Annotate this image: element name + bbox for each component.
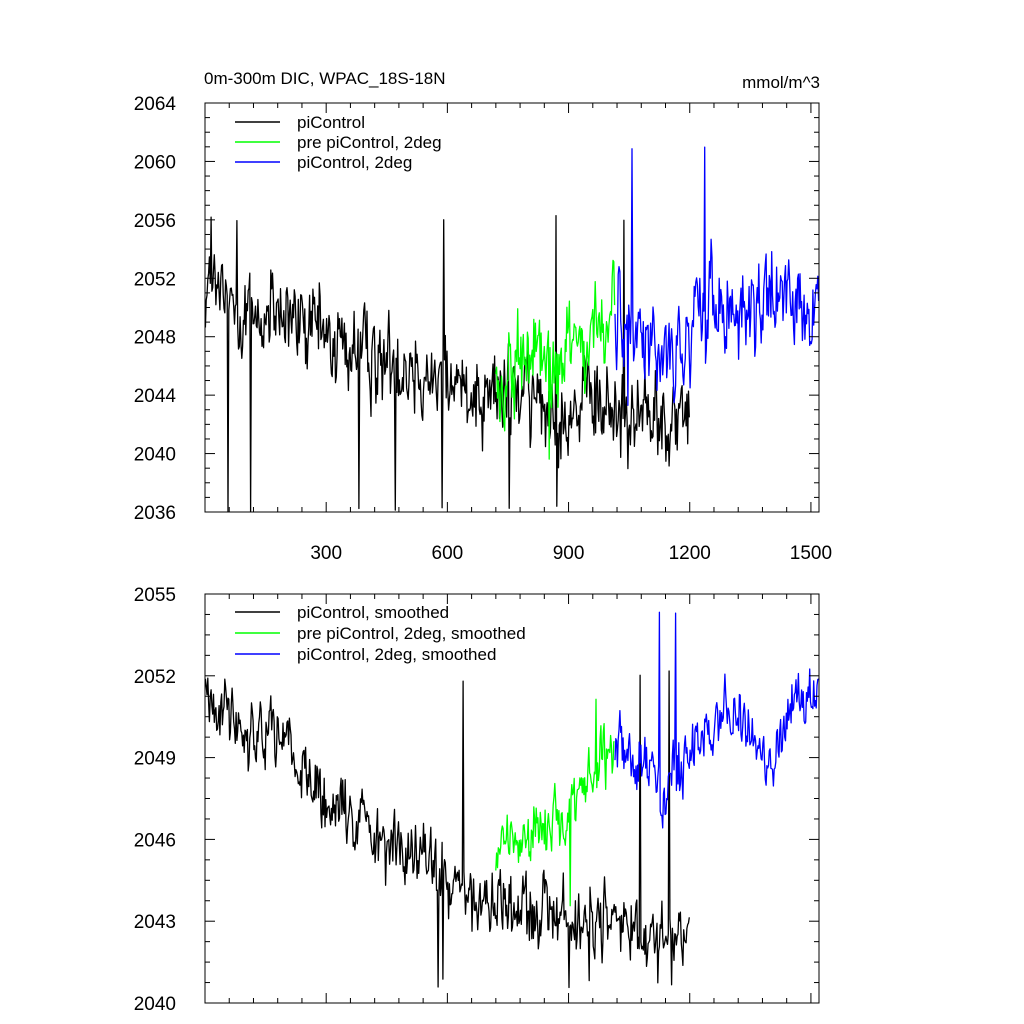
bottom-panel-lines bbox=[204, 611, 819, 989]
top-x-tick-label: 900 bbox=[553, 543, 585, 564]
top-panel-lines bbox=[204, 146, 820, 513]
bottom-panel-y-tick-labels: 2040 2043 2046 2049 2052 2055 bbox=[134, 585, 176, 1015]
bottom-series-line-1 bbox=[495, 698, 615, 907]
top-legend-label-2: piControl, 2deg bbox=[297, 153, 412, 172]
bottom-series-line-2 bbox=[614, 611, 819, 829]
bottom-series-line-0 bbox=[204, 670, 690, 989]
bottom-y-tick-label: 2055 bbox=[134, 585, 176, 606]
bottom-y-tick-label: 2043 bbox=[134, 912, 176, 933]
top-y-tick-label: 2052 bbox=[134, 269, 176, 290]
top-y-tick-label: 2036 bbox=[134, 503, 176, 524]
bottom-y-tick-label: 2052 bbox=[134, 667, 176, 688]
top-panel-x-tick-labels: 300 600 900 1200 1500 bbox=[310, 543, 832, 564]
bottom-y-tick-label: 2046 bbox=[134, 830, 176, 851]
top-panel: 0m-300m DIC, WPAC_18S-18N mmol/m^3 20362… bbox=[134, 69, 832, 564]
top-legend-label-0: piControl bbox=[297, 113, 365, 132]
bottom-legend-label-1: pre piControl, 2deg, smoothed bbox=[297, 624, 526, 643]
top-panel-y-tick-labels: 2036 2040 2044 2048 2052 2056 2060 2064 bbox=[134, 94, 177, 524]
top-panel-units: mmol/m^3 bbox=[742, 73, 820, 92]
top-y-tick-label: 2056 bbox=[134, 211, 176, 232]
bottom-y-tick-label: 2049 bbox=[134, 749, 176, 770]
top-series-line-2 bbox=[614, 146, 820, 406]
top-y-tick-label: 2040 bbox=[134, 445, 176, 466]
top-y-tick-label: 2044 bbox=[134, 386, 177, 407]
top-series-line-0 bbox=[204, 215, 690, 513]
top-legend-label-1: pre piControl, 2deg bbox=[297, 133, 442, 152]
bottom-panel-ticks bbox=[205, 593, 819, 1004]
bottom-y-tick-label: 2040 bbox=[134, 994, 176, 1015]
top-y-tick-label: 2048 bbox=[134, 328, 176, 349]
top-x-tick-label: 300 bbox=[310, 543, 342, 564]
bottom-panel: 2040 2043 2046 2049 2052 2055 piControl, smoo… bbox=[134, 585, 820, 1015]
bottom-legend-label-2: piControl, 2deg, smoothed bbox=[297, 645, 496, 664]
top-panel-ticks bbox=[205, 102, 819, 513]
top-x-tick-label: 1200 bbox=[669, 543, 711, 564]
top-series-line-1 bbox=[495, 259, 616, 460]
bottom-panel-frame bbox=[204, 593, 820, 1004]
top-panel-title: 0m-300m DIC, WPAC_18S-18N bbox=[204, 69, 446, 88]
top-panel-frame bbox=[204, 102, 820, 513]
top-x-tick-label: 600 bbox=[432, 543, 464, 564]
bottom-panel-legend: piControl, smoothed pre piControl, 2deg, … bbox=[235, 603, 526, 664]
top-y-tick-label: 2060 bbox=[134, 152, 176, 173]
bottom-legend-label-0: piControl, smoothed bbox=[297, 603, 449, 622]
top-y-tick-label: 2064 bbox=[134, 94, 177, 115]
top-x-tick-label: 1500 bbox=[790, 543, 832, 564]
